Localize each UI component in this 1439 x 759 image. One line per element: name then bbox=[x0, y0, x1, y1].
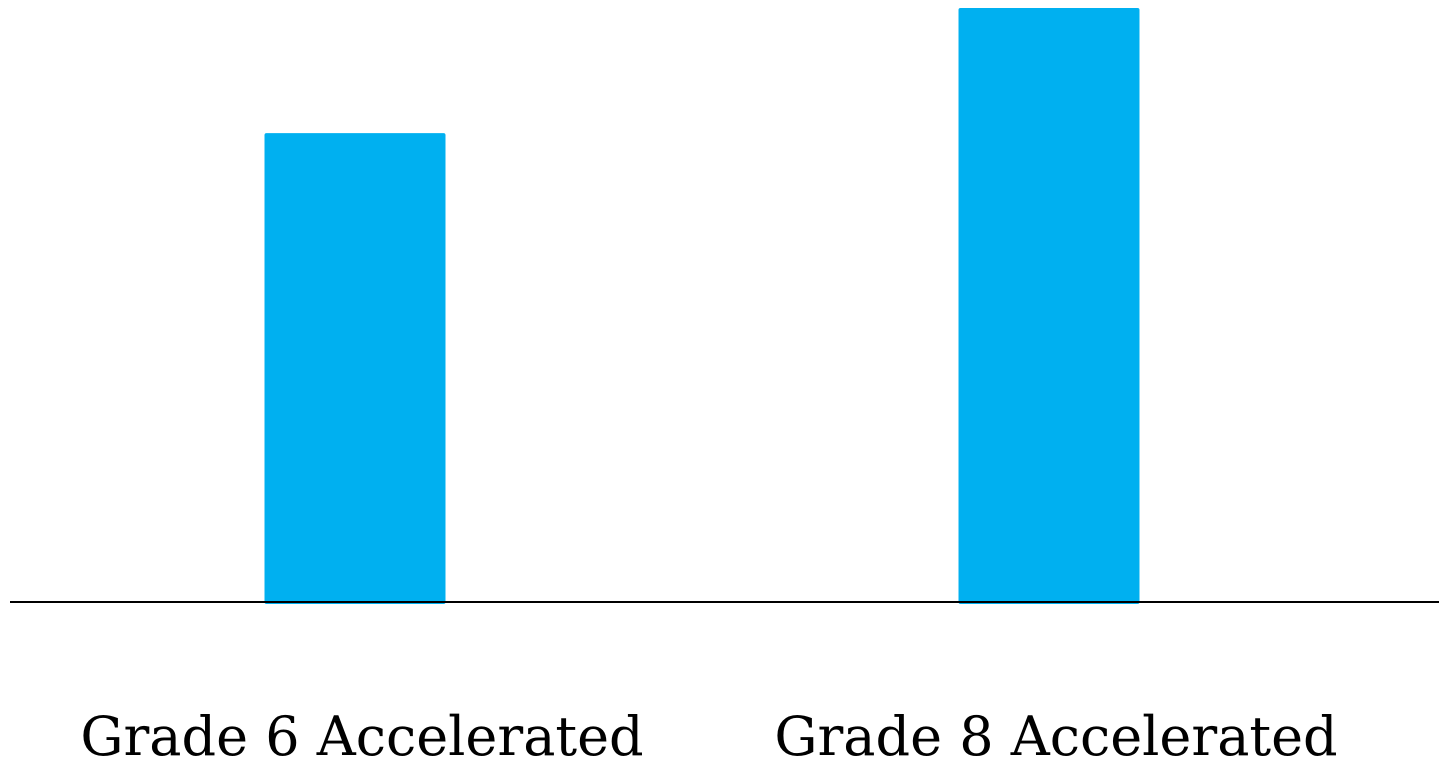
bar-1 bbox=[264, 133, 446, 604]
category-label-2: Grade 8 Accelerated bbox=[774, 705, 1337, 759]
bars-layer bbox=[264, 8, 1140, 604]
category-labels: Grade 6 Accelerated Grade 8 Accelerated bbox=[80, 705, 1337, 759]
bar-2 bbox=[958, 8, 1140, 604]
category-label-1: Grade 6 Accelerated bbox=[80, 705, 643, 759]
